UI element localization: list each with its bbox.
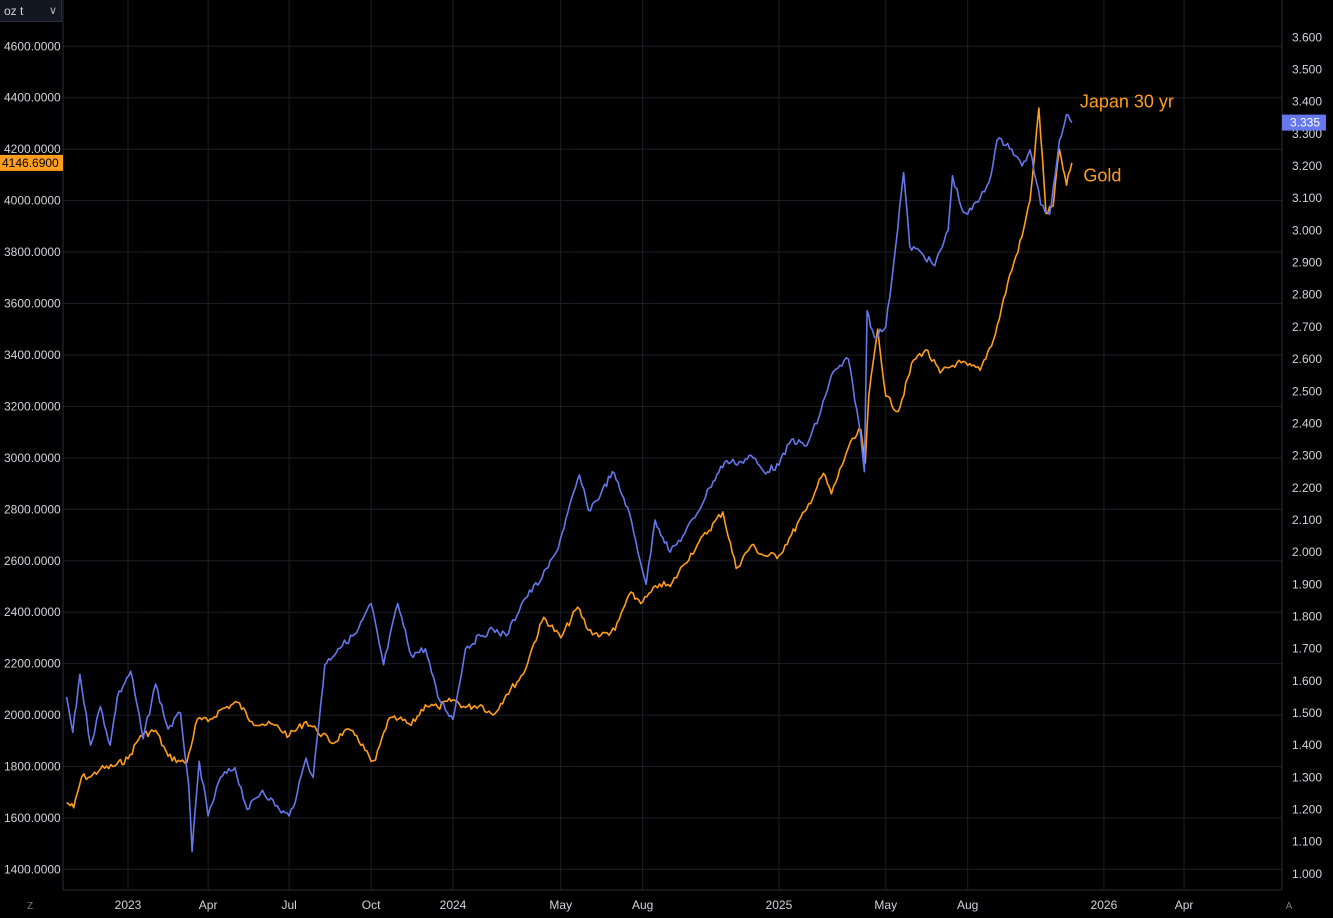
right-tick-label: 1.400 bbox=[1292, 738, 1322, 752]
left-tick-label: 3200.0000 bbox=[4, 399, 61, 413]
annotation-label: Gold bbox=[1083, 166, 1121, 186]
last-value-label: 3.335 bbox=[1290, 116, 1320, 130]
time-tick-label: 2024 bbox=[440, 898, 467, 912]
auto-scale-a-button[interactable]: A bbox=[1285, 900, 1293, 912]
time-tick-label: May bbox=[549, 898, 572, 912]
left-tick-label: 1800.0000 bbox=[4, 760, 61, 774]
right-tick-label: 2.300 bbox=[1292, 449, 1322, 463]
right-tick-label: 3.600 bbox=[1292, 30, 1322, 44]
right-tick-label: 1.300 bbox=[1292, 770, 1322, 784]
right-tick-label: 2.900 bbox=[1292, 256, 1322, 270]
series-line-gold bbox=[66, 107, 1073, 809]
last-value-label: 4146.6900 bbox=[2, 156, 59, 170]
right-tick-label: 1.100 bbox=[1292, 835, 1322, 849]
last-value-labels: 4146.6900 3.335 bbox=[0, 114, 1326, 171]
right-tick-label: 1.500 bbox=[1292, 706, 1322, 720]
left-tick-label: 2800.0000 bbox=[4, 502, 61, 516]
left-tick-label: 2600.0000 bbox=[4, 554, 61, 568]
right-tick-label: 1.200 bbox=[1292, 803, 1322, 817]
left-tick-label: 2000.0000 bbox=[4, 708, 61, 722]
left-tick-label: 4000.0000 bbox=[4, 194, 61, 208]
time-tick-label: Aug bbox=[632, 898, 653, 912]
left-tick-label: 2400.0000 bbox=[4, 605, 61, 619]
time-tick-label: Apr bbox=[1175, 898, 1194, 912]
time-tick-label: 2026 bbox=[1091, 898, 1118, 912]
time-tick-label: 2023 bbox=[115, 898, 142, 912]
left-tick-label: 1600.0000 bbox=[4, 811, 61, 825]
time-axis[interactable]: 2023 Apr Jul Oct 2024 May Aug 2025 May Aug 2026 Apr bbox=[115, 898, 1194, 912]
right-tick-label: 2.500 bbox=[1292, 384, 1322, 398]
last-value-badge bbox=[1282, 114, 1326, 131]
time-tick-label: May bbox=[874, 898, 897, 912]
time-tick-label: Oct bbox=[362, 898, 381, 912]
right-tick-label: 3.100 bbox=[1292, 191, 1322, 205]
grid bbox=[63, 0, 1282, 890]
annotation-layer: Japan 30 yr Gold bbox=[1080, 92, 1174, 186]
left-tick-label: 1400.0000 bbox=[4, 862, 61, 876]
right-tick-label: 1.000 bbox=[1292, 867, 1322, 881]
left-tick-label: 3600.0000 bbox=[4, 297, 61, 311]
left-tick-label: 4400.0000 bbox=[4, 91, 61, 105]
right-tick-label: 2.400 bbox=[1292, 416, 1322, 430]
auto-scale-z-button[interactable]: Z bbox=[26, 900, 34, 912]
left-tick-label: 4200.0000 bbox=[4, 142, 61, 156]
right-tick-label: 2.700 bbox=[1292, 320, 1322, 334]
right-tick-label: 2.800 bbox=[1292, 288, 1322, 302]
unit-label: oz t bbox=[4, 3, 24, 18]
right-tick-label: 3.200 bbox=[1292, 159, 1322, 173]
right-tick-label: 2.600 bbox=[1292, 352, 1322, 366]
left-axis[interactable]: 1400.0000 1600.0000 1800.0000 2000.0000 2200… bbox=[4, 39, 61, 876]
right-axis[interactable]: 1.000 1.100 1.200 1.300 1.400 1.500 1.600 1.700… bbox=[1292, 30, 1322, 881]
right-tick-label: 2.000 bbox=[1292, 545, 1322, 559]
right-tick-label: 3.400 bbox=[1292, 95, 1322, 109]
right-tick-label: 1.600 bbox=[1292, 674, 1322, 688]
right-tick-label: 1.800 bbox=[1292, 610, 1322, 624]
right-tick-label: 3.500 bbox=[1292, 63, 1322, 77]
time-tick-label: 2025 bbox=[766, 898, 793, 912]
left-tick-label: 3000.0000 bbox=[4, 451, 61, 465]
right-tick-label: 3.000 bbox=[1292, 223, 1322, 237]
time-tick-label: Aug bbox=[957, 898, 978, 912]
right-tick-label: 2.100 bbox=[1292, 513, 1322, 527]
time-tick-label: Jul bbox=[281, 898, 296, 912]
left-tick-label: 3400.0000 bbox=[4, 348, 61, 362]
right-tick-label: 2.200 bbox=[1292, 481, 1322, 495]
left-tick-label: 3800.0000 bbox=[4, 245, 61, 259]
left-tick-label: 2200.0000 bbox=[4, 657, 61, 671]
last-value-badge bbox=[0, 154, 63, 171]
right-tick-label: 1.900 bbox=[1292, 577, 1322, 591]
series-line-japan-30-yr bbox=[65, 113, 1073, 853]
time-tick-label: Apr bbox=[199, 898, 218, 912]
series-layer bbox=[65, 107, 1073, 853]
unit-selector[interactable]: oz t ∨ bbox=[0, 0, 62, 22]
chevron-down-icon[interactable]: ∨ bbox=[48, 5, 57, 17]
left-tick-label: 4600.0000 bbox=[4, 39, 61, 53]
right-tick-label: 1.700 bbox=[1292, 642, 1322, 656]
annotation-label: Japan 30 yr bbox=[1080, 92, 1174, 112]
